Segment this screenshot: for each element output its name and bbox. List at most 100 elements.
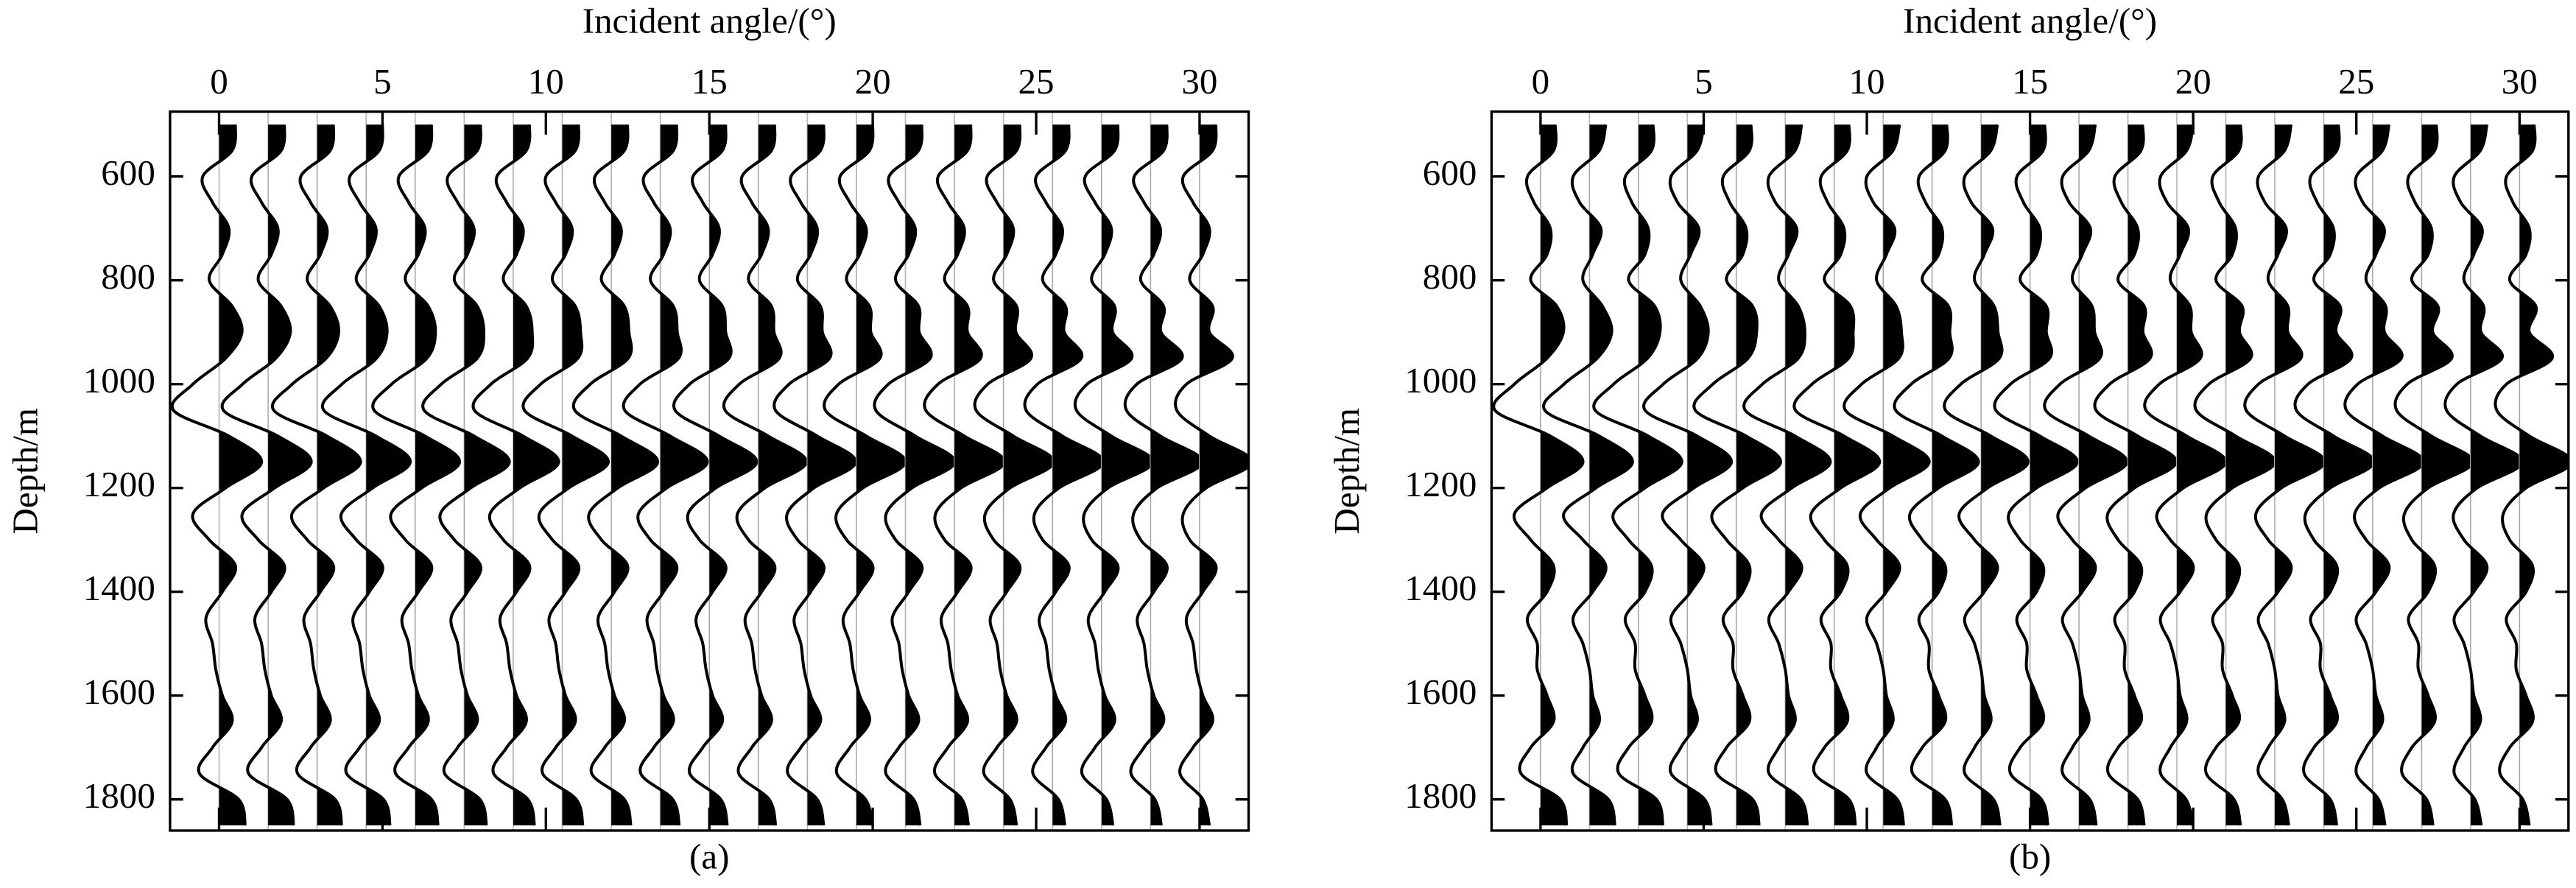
positive-fill: [1785, 124, 1831, 825]
trace-line: [1073, 124, 1155, 826]
y-tick-label: 1400: [83, 568, 155, 608]
trace-line: [923, 124, 1006, 826]
trace-line: [2443, 124, 2524, 826]
trace-line: [1692, 124, 1783, 826]
x-tick-label: 20: [2175, 61, 2211, 102]
positive-fill: [1736, 124, 1781, 825]
y-tick-label: 1200: [1404, 464, 1477, 504]
y-tick-label: 1800: [1404, 775, 1477, 816]
y-tick-label: 800: [1423, 256, 1477, 297]
positive-fill: [562, 124, 609, 825]
trace-line: [722, 124, 809, 826]
positive-fill: [317, 124, 361, 825]
trace-line: [1492, 124, 1585, 826]
positive-fill: [2519, 124, 2569, 825]
positive-fill: [660, 124, 708, 825]
x-tick-label: 5: [1695, 61, 1713, 102]
trace-line: [1792, 124, 1882, 826]
positive-fill: [1150, 124, 1203, 825]
positive-fill: [2323, 124, 2374, 825]
trace-line: [1023, 124, 1105, 826]
trace-line: [622, 124, 709, 826]
positive-fill: [905, 124, 955, 825]
positive-fill: [366, 124, 411, 825]
y-tick-label: 1600: [83, 672, 155, 712]
positive-fill: [1101, 124, 1153, 825]
positive-fill: [2274, 124, 2325, 825]
trace-line: [521, 124, 610, 826]
positive-fill: [2079, 124, 2128, 825]
trace-line: [1993, 124, 2079, 826]
trace-line: [1542, 124, 1634, 826]
trace-line: [2293, 124, 2376, 826]
y-tick-label: 1200: [83, 464, 155, 504]
positive-fill: [268, 124, 312, 825]
trace-line: [873, 124, 957, 826]
plot-area: [170, 111, 1249, 831]
x-tick-label: 0: [210, 61, 228, 102]
x-axis-title: Incident angle/(°): [583, 1, 837, 41]
x-tick-label: 25: [2338, 61, 2374, 102]
y-axis-title: Depth/m: [1326, 408, 1367, 535]
trace-line: [1592, 124, 1683, 826]
x-tick-label: 5: [373, 61, 392, 102]
trace-line: [1843, 124, 1931, 826]
positive-fill: [2372, 124, 2424, 825]
trace-line: [2143, 124, 2228, 826]
positive-fill: [1883, 124, 1929, 825]
positive-fill: [2421, 124, 2473, 825]
trace-line: [471, 124, 560, 826]
y-tick-label: 1600: [1404, 672, 1477, 712]
trace-line: [220, 124, 313, 826]
trace-line: [2393, 124, 2474, 826]
positive-fill: [1003, 124, 1054, 825]
positive-fill: [709, 124, 757, 825]
y-tick-label: 600: [1423, 152, 1477, 193]
positive-fill: [954, 124, 1004, 825]
positive-fill: [1052, 124, 1104, 825]
trace-line: [371, 124, 462, 826]
trace-line: [1943, 124, 2030, 826]
positive-fill: [758, 124, 807, 825]
y-tick-label: 1800: [83, 775, 155, 816]
positive-fill: [1932, 124, 1979, 825]
trace-line: [672, 124, 759, 826]
trace-line: [1742, 124, 1832, 826]
panel: 0 5 10 15 20 25 30 600 800 1000 1200 1400 1600 1800 In…: [1326, 1, 2570, 876]
positive-fill: [415, 124, 460, 825]
trace-line: [1642, 124, 1734, 826]
positive-fill: [1638, 124, 1682, 825]
x-tick-label: 20: [855, 61, 891, 102]
positive-fill: [2177, 124, 2226, 825]
trace-line: [1123, 124, 1204, 826]
trace-line: [2343, 124, 2426, 826]
positive-fill: [2225, 124, 2276, 825]
y-tick-label: 1000: [83, 360, 155, 401]
trace-line: [421, 124, 511, 826]
positive-fill: [219, 124, 262, 825]
panel-caption: (b): [2009, 836, 2051, 876]
trace-line: [170, 124, 264, 826]
positive-fill: [856, 124, 906, 825]
trace-line: [2043, 124, 2129, 826]
trace-line: [2243, 124, 2326, 826]
y-tick-label: 1400: [1404, 568, 1477, 608]
trace-line: [2193, 124, 2277, 826]
positive-fill: [2470, 124, 2523, 825]
x-tick-label: 10: [528, 61, 564, 102]
x-tick-label: 15: [2012, 61, 2048, 102]
y-tick-label: 1000: [1404, 360, 1477, 401]
positive-fill: [807, 124, 856, 825]
positive-fill: [513, 124, 559, 825]
x-tick-label: 15: [691, 61, 728, 102]
x-tick-label: 10: [1849, 61, 1885, 102]
positive-fill: [611, 124, 658, 825]
positive-fill: [464, 124, 510, 825]
positive-fill: [1540, 124, 1583, 825]
trace-line: [2494, 124, 2569, 826]
trace-line: [1173, 124, 1249, 826]
panel-caption: (a): [689, 836, 729, 876]
positive-fill: [1589, 124, 1633, 825]
